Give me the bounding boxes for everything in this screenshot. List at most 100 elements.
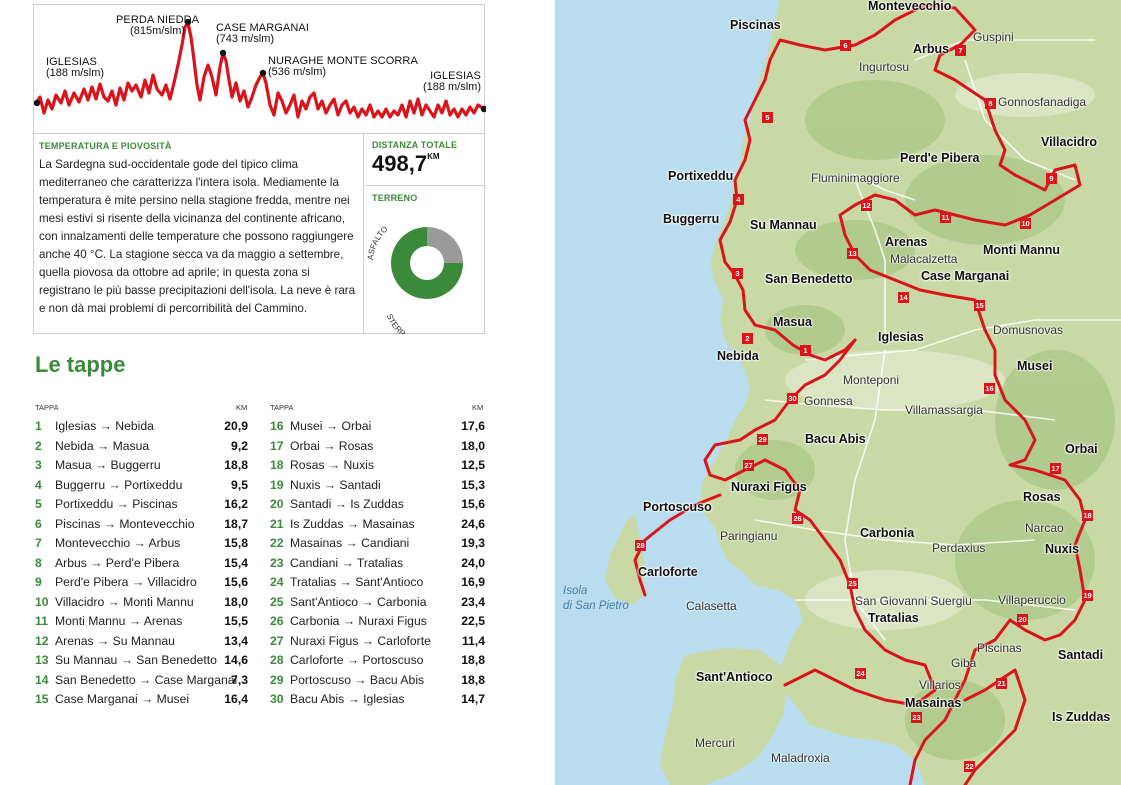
elevation-profile: Iglesias (188 m/slm) Perda Niedda (815m/… — [33, 4, 486, 134]
profile-marker-perda-niedda — [184, 18, 192, 26]
town-bacu-abis: Bacu Abis — [805, 432, 866, 446]
stage-marker-22: 22 — [964, 761, 975, 772]
stage-km: 18,8 — [461, 672, 485, 687]
stages-header-stage-right: Tappa — [270, 403, 294, 412]
elevation-profile-chart — [34, 18, 486, 119]
stage-number: 9 — [35, 575, 42, 589]
stage-route: Tratalias → Sant'Antioco — [290, 575, 424, 589]
stage-marker-24: 24 — [855, 668, 866, 679]
stage-row: 16 Musei → Orbai 17,6 — [270, 418, 485, 438]
stage-marker-27: 27 — [743, 460, 754, 471]
stage-number: 19 — [270, 477, 284, 492]
stage-row: 19 Nuxis → Santadi 15,3 — [270, 477, 485, 497]
stage-row: 5 Portixeddu → Piscinas 16,2 — [35, 496, 248, 516]
stage-number: 6 — [35, 516, 42, 531]
san-pietro-island — [605, 515, 645, 605]
stage-km: 18,0 — [461, 438, 485, 453]
stage-km: 9,5 — [231, 477, 248, 492]
stage-marker-13: 13 — [847, 248, 858, 259]
town-carloforte: Carloforte — [638, 565, 698, 579]
stage-row: 11 Monti Mannu → Arenas 15,5 — [35, 613, 248, 633]
profile-label-elevation: (188 m/slm) — [422, 81, 481, 93]
stage-number: 22 — [270, 536, 284, 550]
town-arenas: Arenas — [885, 235, 928, 249]
walking-route — [718, 3, 1087, 785]
stage-route: Musei → Orbai — [290, 419, 372, 433]
stage-route: Candiani → Tratalias — [290, 555, 404, 570]
town-orbai: Orbai — [1065, 442, 1098, 456]
profile-label-case-marganai: Case Marganai (743 m/slm) — [216, 23, 309, 45]
stage-km: 18,0 — [224, 594, 248, 609]
town-maladroxia: Maladroxia — [771, 751, 830, 765]
stage-marker-4: 4 — [733, 194, 744, 205]
stage-row: 15 Case Marganai → Musei 16,4 — [35, 691, 248, 711]
stage-km: 18,7 — [224, 516, 248, 531]
terrain-donut-chart: ASFALTO STERRATO/SENTIERO — [366, 224, 463, 334]
stage-km: 24,0 — [461, 555, 485, 570]
stage-route: Monti Mannu → Arenas — [55, 614, 183, 628]
stage-marker-3: 3 — [732, 268, 743, 279]
info-box: Temperatura e piovosità La Sardegna sud-… — [33, 134, 486, 334]
stage-row: 10 Villacidro → Monti Mannu 18,0 — [35, 594, 248, 614]
town-villarios: Villarios — [919, 678, 961, 692]
town-mercuri: Mercuri — [695, 736, 736, 750]
stage-route: Sant'Antioco → Carbonia — [290, 594, 427, 609]
terrain-label-sterrato: STERRATO/SENTIERO — [385, 312, 460, 334]
stage-marker-18: 18 — [1082, 510, 1093, 521]
profile-label-elevation: (536 m/slm) — [268, 66, 327, 78]
town-calasetta: Calasetta — [686, 599, 737, 613]
stage-row: 8 Arbus → Perd'e Pibera 15,4 — [35, 555, 248, 575]
profile-label-monte-scorra: Nuraghe Monte Scorra (536 m/slm) — [268, 56, 418, 78]
stage-row: 28 Carloforte → Portoscuso 18,8 — [270, 652, 485, 672]
town-santadi: Santadi — [1058, 648, 1104, 662]
distance-section: Distanza totale 498,7KM — [365, 134, 486, 186]
town-portoscuso: Portoscuso — [643, 500, 712, 514]
stage-marker-8: 8 — [985, 98, 996, 109]
stage-route: Arbus → Perd'e Pibera — [55, 555, 180, 570]
stage-km: 11,4 — [461, 633, 485, 648]
town-fluminimaggiore: Fluminimaggiore — [811, 171, 900, 185]
profile-marker-monte-scorra — [259, 69, 267, 77]
stage-route: Nebida → Masua — [55, 438, 150, 453]
stage-km: 9,2 — [231, 438, 248, 453]
stage-route: Perd'e Pibera → Villacidro — [55, 575, 197, 589]
stage-route: Arenas → Su Mannau — [55, 633, 175, 648]
stage-number: 25 — [270, 594, 284, 609]
stage-number: 27 — [270, 633, 284, 648]
stage-row: 21 Is Zuddas → Masainas 24,6 — [270, 516, 485, 536]
stage-number: 12 — [35, 633, 49, 648]
profile-label-name: Nuraghe Monte Scorra — [268, 55, 418, 67]
stage-km: 7,3 — [231, 672, 248, 687]
town-villacidro: Villacidro — [1041, 135, 1098, 149]
town-su-mannau: Su Mannau — [750, 218, 817, 232]
walking-route-south — [963, 668, 1027, 785]
stage-number: 14 — [35, 672, 49, 687]
town-iglesias: Iglesias — [878, 330, 924, 344]
distance-value: 498,7KM — [372, 151, 486, 177]
town-case-marganai: Case Marganai — [921, 269, 1010, 283]
stage-km: 16,9 — [461, 575, 485, 589]
stage-km: 15,8 — [224, 536, 248, 550]
stage-number: 15 — [35, 692, 49, 706]
stage-route: Carloforte → Portoscuso — [290, 653, 424, 667]
stage-row: 22 Masainas → Candiani 19,3 — [270, 535, 485, 555]
stage-marker-17: 17 — [1050, 463, 1061, 474]
stage-number: 28 — [270, 653, 284, 667]
town-ingurtosu: Ingurtosu — [859, 60, 910, 74]
stage-route: Su Mannau → San Benedetto — [55, 653, 217, 667]
stage-number: 3 — [35, 458, 42, 472]
town-giba: Giba — [951, 656, 977, 670]
stage-row: 6 Piscinas → Montevecchio 18,7 — [35, 516, 248, 536]
stage-route: Nuraxi Figus → Carloforte — [290, 633, 431, 648]
stage-km: 20,9 — [224, 419, 248, 433]
stage-row: 13 Su Mannau → San Benedetto 14,6 — [35, 652, 248, 672]
stage-row: 18 Rosas → Nuxis 12,5 — [270, 457, 485, 477]
stage-km: 23,4 — [461, 594, 485, 609]
climate-section: Temperatura e piovosità La Sardegna sud-… — [34, 134, 364, 334]
terrain-title: Terreno — [372, 193, 418, 203]
profile-label-start: Iglesias (188 m/slm) — [46, 57, 104, 79]
stage-km: 18,8 — [224, 458, 248, 472]
stages-header-stage-left: Tappa — [35, 403, 59, 412]
town-piscinas: Piscinas — [730, 18, 781, 32]
distance-unit: KM — [427, 152, 440, 161]
